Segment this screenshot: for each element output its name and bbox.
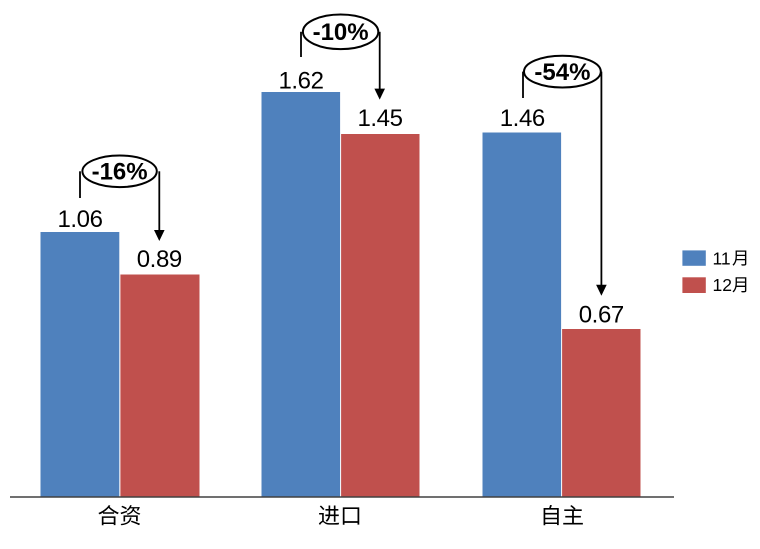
svg-text:1.46: 1.46 [500,105,545,132]
svg-text:-10%: -10% [313,19,369,46]
svg-text:1.06: 1.06 [57,206,102,233]
svg-text:0.89: 0.89 [137,246,182,273]
svg-text:-16%: -16% [92,159,148,186]
svg-text:11: 11 [713,248,731,268]
svg-text:12: 12 [713,275,732,295]
svg-text:1.45: 1.45 [357,105,402,132]
svg-text:-54%: -54% [534,59,590,86]
svg-text:1.62: 1.62 [278,67,323,94]
svg-text:0.67: 0.67 [579,301,624,328]
